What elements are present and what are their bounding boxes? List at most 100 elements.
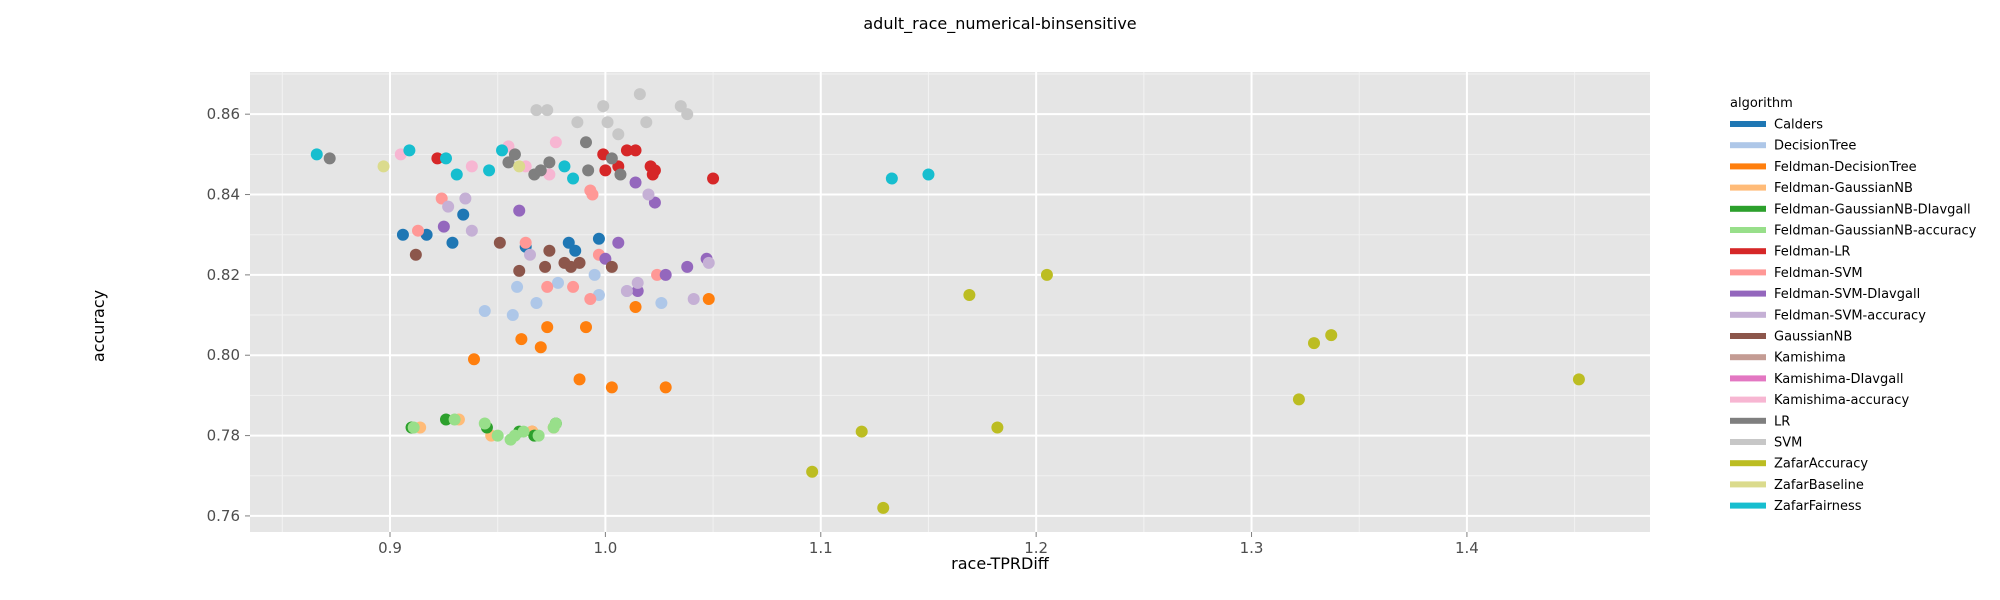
data-point	[642, 188, 655, 201]
data-point	[580, 136, 592, 149]
data-point	[646, 168, 659, 181]
legend-items: Calders DecisionTree Feldman-DecisionTree F…	[1730, 118, 1977, 514]
data-point	[612, 236, 625, 249]
legend-label: Feldman-GaussianNB	[1774, 181, 1913, 196]
legend-label: Feldman-SVM-accuracy	[1774, 308, 1926, 323]
data-point	[519, 236, 532, 249]
data-point	[580, 321, 592, 334]
data-point	[620, 284, 633, 297]
data-point	[431, 152, 444, 165]
data-point	[517, 425, 530, 438]
data-point	[396, 228, 409, 241]
data-point	[468, 353, 480, 366]
data-point	[1325, 329, 1338, 342]
data-point	[323, 152, 336, 165]
data-point	[629, 144, 642, 157]
data-point	[502, 156, 515, 169]
data-point	[922, 168, 935, 181]
data-point	[562, 236, 575, 249]
data-point	[702, 256, 715, 269]
data-point	[524, 248, 536, 261]
legend-label: Kamishima	[1774, 351, 1846, 366]
y-tick-label: 0.76	[207, 507, 240, 525]
data-points	[310, 88, 1585, 514]
data-point	[541, 104, 554, 117]
data-point	[552, 276, 564, 289]
data-point	[681, 108, 694, 121]
data-point	[702, 292, 715, 305]
legend-swatch	[1730, 205, 1766, 212]
y-tick-label: 0.84	[207, 186, 240, 204]
data-point	[592, 232, 605, 245]
data-point	[877, 501, 890, 514]
legend-swatch	[1730, 333, 1766, 339]
data-point	[1040, 268, 1053, 281]
data-point	[310, 148, 323, 161]
legend-label: Kamishima-DIavgall	[1774, 372, 1903, 387]
data-point	[599, 164, 612, 177]
data-point	[478, 305, 491, 318]
data-point	[440, 413, 452, 426]
y-tick-label: 0.78	[207, 427, 240, 445]
data-point	[459, 192, 472, 205]
data-point	[558, 160, 571, 173]
legend-label: Feldman-GaussianNB-accuracy	[1774, 224, 1977, 239]
legend-label: Feldman-DecisionTree	[1774, 160, 1917, 175]
legend-label: Feldman-SVM-DIavgall	[1774, 287, 1920, 302]
data-point	[588, 268, 601, 281]
data-point	[534, 341, 547, 354]
x-tick-label: 1.2	[1024, 539, 1048, 557]
data-point	[806, 465, 819, 478]
legend-swatch	[1730, 439, 1766, 445]
data-point	[377, 160, 390, 173]
legend-label: Feldman-SVM	[1774, 266, 1863, 281]
data-point	[508, 148, 521, 161]
x-axis-label: race-TPRDiff	[951, 554, 1050, 573]
data-point	[648, 196, 661, 209]
data-point	[549, 417, 562, 430]
data-point	[963, 288, 976, 301]
data-point	[567, 172, 580, 185]
data-point	[513, 204, 526, 217]
data-point	[513, 264, 526, 277]
legend: algorithm Calders DecisionTree Feldman-Dec…	[1730, 96, 1977, 514]
data-point	[450, 168, 463, 181]
legend-swatch	[1730, 248, 1766, 255]
data-point	[506, 309, 519, 322]
data-point	[571, 116, 584, 129]
data-point	[448, 413, 461, 426]
x-tick-label: 1.1	[809, 539, 833, 557]
data-point	[1292, 393, 1305, 406]
legend-swatch	[1730, 396, 1766, 403]
data-point	[435, 192, 448, 205]
data-point	[1308, 337, 1320, 350]
data-point	[532, 429, 545, 442]
data-point	[582, 164, 595, 177]
y-tick-label: 0.80	[207, 346, 240, 364]
legend-title: algorithm	[1730, 96, 1793, 111]
data-point	[465, 160, 478, 173]
data-point	[629, 176, 642, 189]
legend-label: DecisionTree	[1774, 139, 1856, 154]
chart-title: adult_race_numerical-binsensitive	[863, 14, 1136, 34]
legend-label: Kamishima-accuracy	[1774, 393, 1909, 408]
data-point	[631, 276, 644, 289]
data-point	[515, 333, 528, 346]
data-point	[409, 248, 422, 261]
data-point	[437, 220, 450, 233]
data-point	[885, 172, 898, 185]
data-point	[991, 421, 1004, 434]
data-point	[855, 425, 868, 438]
data-point	[1572, 373, 1585, 386]
data-point	[655, 297, 668, 310]
data-point	[541, 321, 554, 334]
legend-label: GaussianNB	[1774, 330, 1852, 345]
data-point	[530, 104, 543, 117]
x-tick-label: 1.4	[1455, 539, 1479, 557]
data-point	[620, 144, 633, 157]
data-point	[412, 224, 424, 237]
data-point	[541, 280, 554, 293]
data-point	[687, 292, 700, 305]
data-point	[543, 244, 556, 257]
